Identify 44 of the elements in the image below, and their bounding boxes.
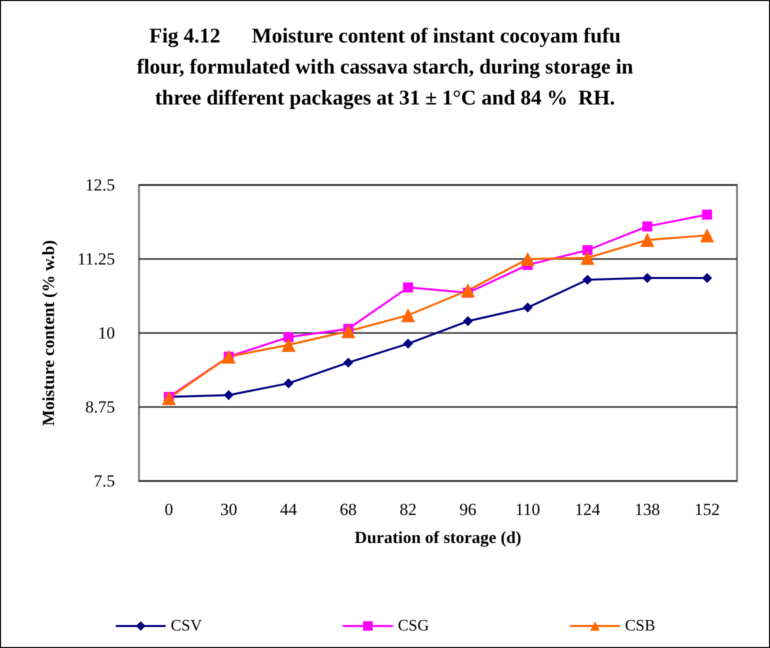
x-tick-label: 124 <box>574 500 601 519</box>
legend-label: CSB <box>625 618 656 634</box>
point <box>642 221 652 232</box>
y-tick-label: 8.75 <box>85 398 115 416</box>
legend-label: CSV <box>170 618 202 634</box>
point <box>640 233 654 248</box>
x-tick-label: 30 <box>220 500 238 519</box>
x-tick-label: 96 <box>459 500 476 519</box>
x-tick-label: 44 <box>280 500 298 519</box>
point <box>462 316 473 326</box>
x-tick-label: 152 <box>694 500 720 519</box>
point <box>582 274 592 285</box>
point <box>580 250 594 265</box>
x-tick-label: 138 <box>634 500 660 519</box>
y-tick-label: 7.5 <box>94 472 115 490</box>
point <box>403 282 414 292</box>
point <box>702 210 712 220</box>
point <box>284 332 294 342</box>
point <box>700 228 714 242</box>
x-tick-label: 82 <box>400 500 417 519</box>
x-tick-label: 68 <box>340 500 357 519</box>
point <box>582 245 592 256</box>
chart-title: Fig 4.12 Moisture content of instant cocoyam fufu flour, formulated with cassava starch, during storage in three different packages at 31 ± 1°C and 84 % RH. <box>136 24 634 110</box>
point <box>642 272 652 283</box>
x-axis-title: Duration of storage (d) <box>354 528 522 547</box>
legend-label: CSG <box>398 618 430 634</box>
y-tick-label: 10 <box>98 324 115 342</box>
x-tick-label: 0 <box>164 500 174 519</box>
point <box>341 324 356 338</box>
point <box>403 338 414 349</box>
point <box>522 302 533 313</box>
y-tick-label: 12.5 <box>85 176 115 194</box>
point <box>224 390 234 400</box>
y-tick-label: 11.25 <box>77 250 115 268</box>
y-axis-title: Moisture content (% w.b) <box>39 240 58 426</box>
point <box>162 391 176 406</box>
point <box>460 283 475 298</box>
point <box>343 358 354 368</box>
point <box>401 308 416 322</box>
point <box>282 338 296 352</box>
point <box>702 272 712 283</box>
point <box>520 252 535 266</box>
x-tick-label: 110 <box>515 500 540 519</box>
point <box>284 378 294 388</box>
